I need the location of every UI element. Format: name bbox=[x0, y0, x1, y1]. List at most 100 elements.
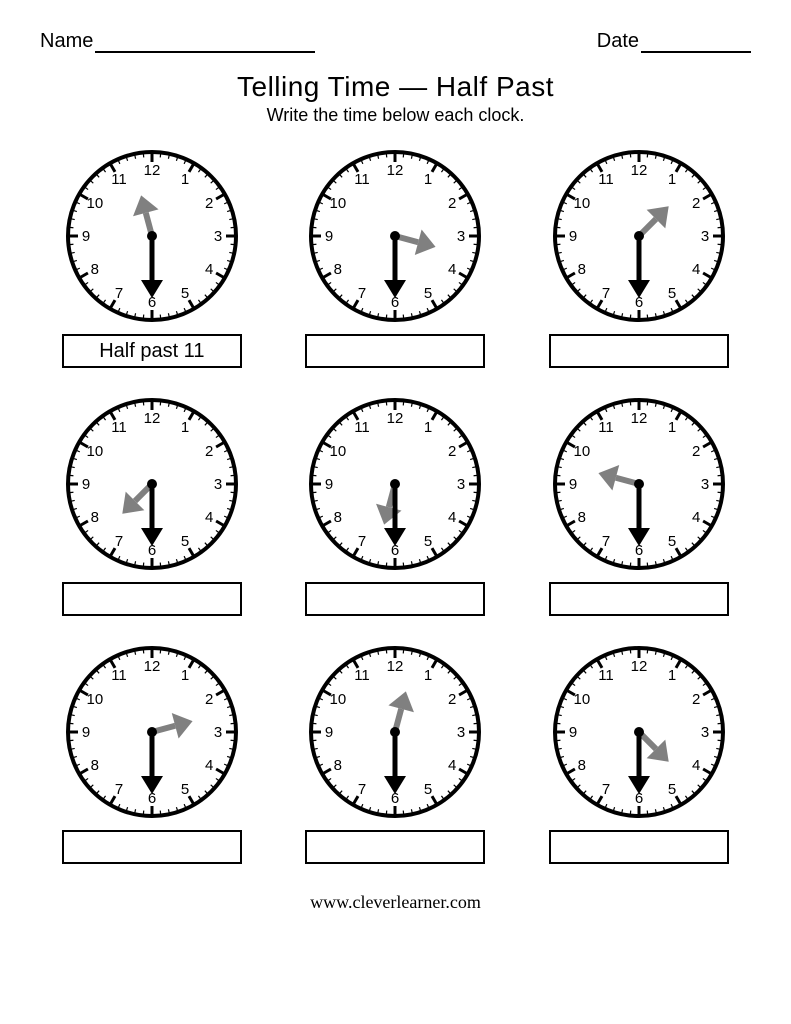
svg-text:11: 11 bbox=[598, 419, 614, 436]
clock-face: 123456789101112 bbox=[549, 146, 729, 326]
svg-text:9: 9 bbox=[569, 724, 577, 741]
date-field: Date bbox=[597, 30, 751, 53]
svg-text:8: 8 bbox=[90, 509, 98, 526]
svg-text:8: 8 bbox=[578, 261, 586, 278]
header-row: Name Date bbox=[40, 30, 751, 53]
svg-text:12: 12 bbox=[387, 410, 404, 427]
clock-face: 123456789101112 bbox=[549, 642, 729, 822]
page-subtitle: Write the time below each clock. bbox=[40, 105, 751, 126]
svg-text:5: 5 bbox=[181, 533, 189, 550]
svg-text:9: 9 bbox=[569, 228, 577, 245]
clock-cell: 123456789101112 bbox=[305, 146, 485, 368]
answer-box[interactable]: Half past 11 bbox=[62, 334, 242, 368]
svg-text:9: 9 bbox=[325, 724, 333, 741]
clock-cell: 123456789101112Half past 11 bbox=[62, 146, 242, 368]
svg-text:7: 7 bbox=[358, 285, 366, 302]
svg-text:10: 10 bbox=[574, 195, 591, 212]
svg-text:12: 12 bbox=[631, 162, 648, 179]
clock-cell: 123456789101112 bbox=[305, 394, 485, 616]
svg-text:7: 7 bbox=[358, 533, 366, 550]
svg-text:7: 7 bbox=[602, 781, 610, 798]
svg-text:9: 9 bbox=[569, 476, 577, 493]
svg-text:11: 11 bbox=[111, 419, 127, 436]
svg-text:2: 2 bbox=[205, 691, 213, 708]
svg-text:3: 3 bbox=[457, 228, 465, 245]
svg-text:8: 8 bbox=[334, 261, 342, 278]
svg-text:5: 5 bbox=[424, 781, 432, 798]
svg-text:1: 1 bbox=[668, 419, 676, 436]
svg-text:12: 12 bbox=[631, 410, 648, 427]
svg-text:12: 12 bbox=[143, 410, 160, 427]
answer-box[interactable] bbox=[305, 582, 485, 616]
name-field: Name bbox=[40, 30, 315, 53]
svg-text:3: 3 bbox=[457, 724, 465, 741]
svg-text:4: 4 bbox=[205, 757, 213, 774]
svg-text:10: 10 bbox=[574, 691, 591, 708]
svg-text:4: 4 bbox=[448, 261, 456, 278]
page-title: Telling Time — Half Past bbox=[40, 71, 751, 103]
clock-face: 123456789101112 bbox=[549, 394, 729, 574]
svg-text:4: 4 bbox=[692, 261, 700, 278]
date-blank-line[interactable] bbox=[641, 31, 751, 53]
svg-text:7: 7 bbox=[358, 781, 366, 798]
svg-text:2: 2 bbox=[205, 443, 213, 460]
clock-cell: 123456789101112 bbox=[549, 642, 729, 864]
clock-cell: 123456789101112 bbox=[62, 394, 242, 616]
svg-text:12: 12 bbox=[143, 658, 160, 675]
svg-text:12: 12 bbox=[387, 658, 404, 675]
clock-face: 123456789101112 bbox=[305, 642, 485, 822]
svg-text:1: 1 bbox=[181, 171, 189, 188]
svg-text:12: 12 bbox=[387, 162, 404, 179]
svg-text:9: 9 bbox=[325, 476, 333, 493]
svg-text:12: 12 bbox=[143, 162, 160, 179]
svg-text:3: 3 bbox=[214, 724, 222, 741]
svg-text:11: 11 bbox=[355, 171, 371, 188]
clock-face: 123456789101112 bbox=[62, 642, 242, 822]
svg-text:1: 1 bbox=[181, 667, 189, 684]
svg-text:11: 11 bbox=[598, 667, 614, 684]
clock-cell: 123456789101112 bbox=[62, 642, 242, 864]
svg-text:9: 9 bbox=[82, 228, 90, 245]
svg-text:5: 5 bbox=[424, 285, 432, 302]
svg-text:5: 5 bbox=[181, 781, 189, 798]
svg-text:2: 2 bbox=[692, 443, 700, 460]
answer-box[interactable] bbox=[305, 830, 485, 864]
svg-text:7: 7 bbox=[602, 285, 610, 302]
svg-text:7: 7 bbox=[115, 533, 123, 550]
clock-face: 123456789101112 bbox=[62, 394, 242, 574]
svg-text:11: 11 bbox=[111, 171, 127, 188]
answer-box[interactable] bbox=[62, 830, 242, 864]
clock-face: 123456789101112 bbox=[62, 146, 242, 326]
svg-text:10: 10 bbox=[330, 443, 347, 460]
clock-cell: 123456789101112 bbox=[305, 642, 485, 864]
svg-text:8: 8 bbox=[578, 757, 586, 774]
svg-text:9: 9 bbox=[325, 228, 333, 245]
svg-text:8: 8 bbox=[334, 509, 342, 526]
svg-text:11: 11 bbox=[111, 667, 127, 684]
answer-box[interactable] bbox=[549, 334, 729, 368]
svg-text:7: 7 bbox=[602, 533, 610, 550]
worksheet-page: Name Date Telling Time — Half Past Write… bbox=[0, 0, 791, 1024]
answer-box[interactable] bbox=[62, 582, 242, 616]
svg-text:8: 8 bbox=[90, 261, 98, 278]
answer-box[interactable] bbox=[549, 582, 729, 616]
answer-box[interactable] bbox=[549, 830, 729, 864]
footer-url: www.cleverlearner.com bbox=[40, 892, 751, 913]
svg-text:4: 4 bbox=[205, 261, 213, 278]
svg-text:10: 10 bbox=[86, 443, 103, 460]
name-label: Name bbox=[40, 30, 93, 52]
svg-text:5: 5 bbox=[181, 285, 189, 302]
answer-box[interactable] bbox=[305, 334, 485, 368]
svg-text:2: 2 bbox=[448, 691, 456, 708]
clock-grid: 123456789101112Half past 111234567891011… bbox=[50, 146, 741, 864]
date-label: Date bbox=[597, 30, 639, 52]
svg-text:9: 9 bbox=[82, 724, 90, 741]
svg-text:7: 7 bbox=[115, 285, 123, 302]
svg-text:8: 8 bbox=[90, 757, 98, 774]
svg-text:1: 1 bbox=[668, 171, 676, 188]
svg-text:2: 2 bbox=[448, 195, 456, 212]
svg-text:2: 2 bbox=[692, 195, 700, 212]
name-blank-line[interactable] bbox=[95, 31, 315, 53]
svg-text:2: 2 bbox=[448, 443, 456, 460]
svg-text:2: 2 bbox=[692, 691, 700, 708]
